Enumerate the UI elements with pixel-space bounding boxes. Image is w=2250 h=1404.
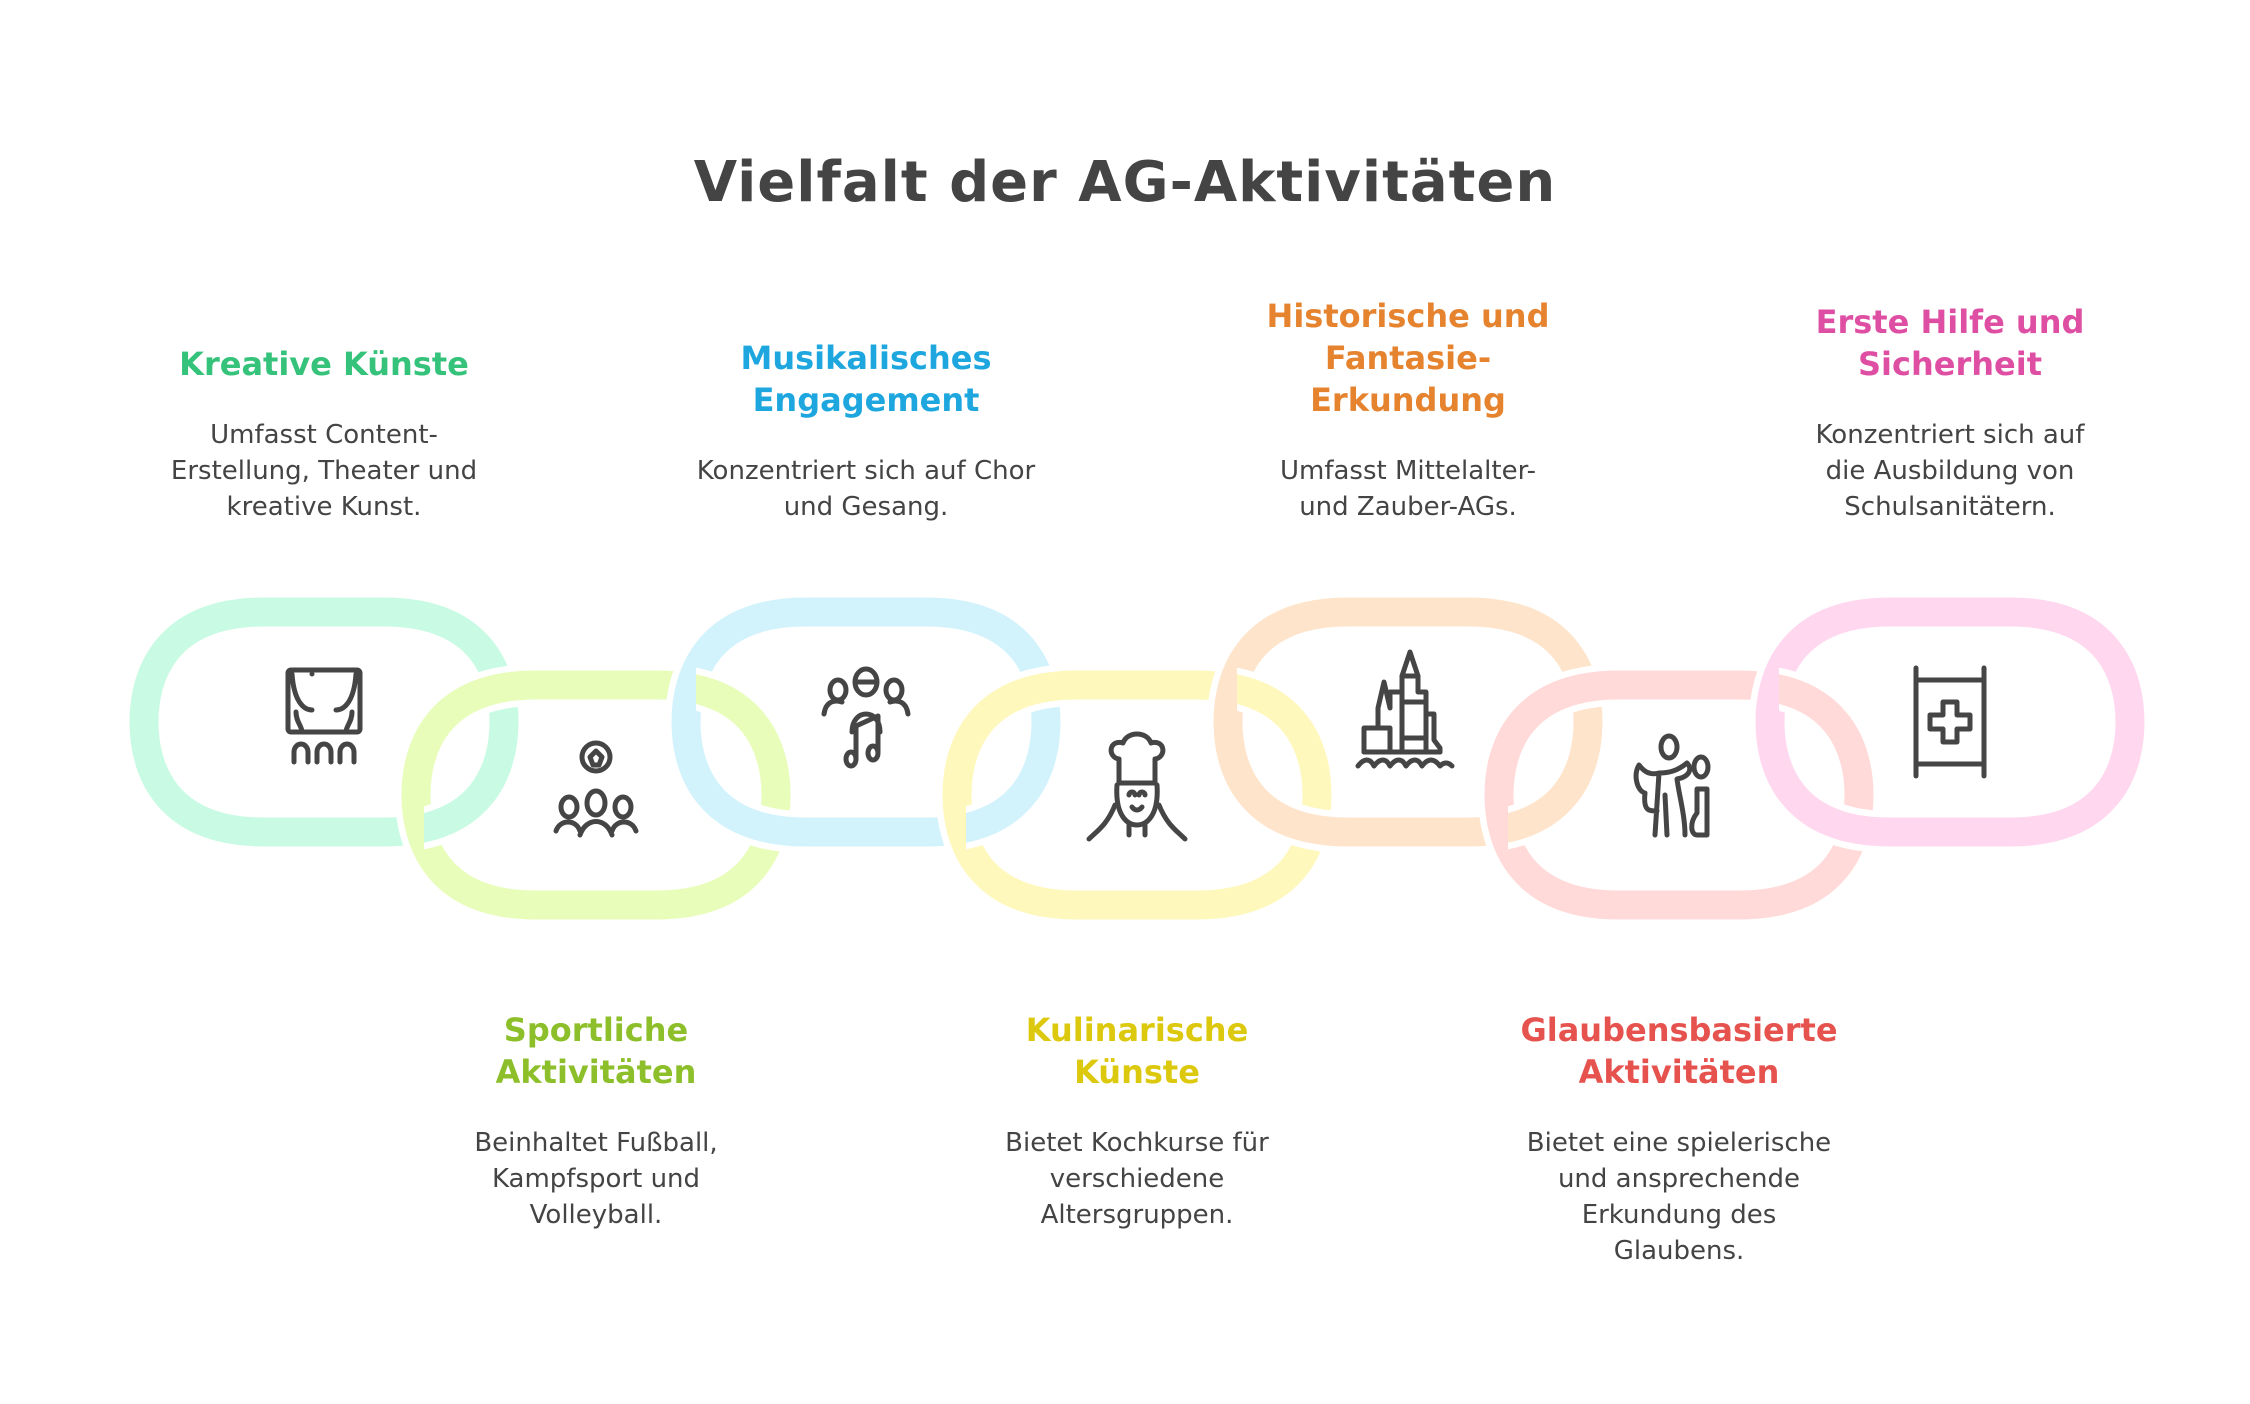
- activity-description-line: Beinhaltet Fußball,: [474, 1128, 718, 1158]
- activity-description-line: Bietet Kochkurse für: [1005, 1128, 1269, 1158]
- castle-icon: [1355, 649, 1455, 769]
- activity-6: Glaubensbasierte Aktivitäten Bietet eine s…: [1469, 1009, 1889, 1269]
- activity-description-line: Umfasst Mittelalter-: [1279, 456, 1536, 486]
- activity-title: Erste Hilfe und Sicherheit: [1816, 301, 2085, 385]
- activity-title-line: Künste: [1074, 1053, 1200, 1091]
- activity-title-line: Fantasie-: [1324, 339, 1492, 377]
- activity-title-line: Kreative Künste: [179, 345, 469, 383]
- chain-ring: [1484, 670, 1874, 920]
- activity-title: Glaubensbasierte Aktivitäten: [1520, 1009, 1837, 1093]
- activity-description-line: Erkundung des: [1581, 1200, 1777, 1230]
- activity-title: Kulinarische Künste: [1026, 1009, 1249, 1093]
- activity-description-line: Konzentriert sich auf: [1815, 420, 2085, 450]
- activity-description-line: kreative Kunst.: [226, 492, 422, 522]
- activity-description-line: Altersgruppen.: [1040, 1200, 1234, 1230]
- chain-ring: [942, 670, 1332, 920]
- first-aid-stretcher-icon: [1913, 665, 1987, 779]
- activity-description: Konzentriert sich auf die Ausbildung von S…: [1816, 417, 2085, 525]
- activity-title: Musikalisches Engagement: [741, 337, 992, 421]
- activity-title-line: Sportliche: [503, 1011, 689, 1049]
- activity-description-line: und Zauber-AGs.: [1299, 492, 1517, 522]
- activity-description-line: Konzentriert sich auf Chor: [696, 456, 1036, 486]
- chain-ring: [1755, 597, 2145, 847]
- activity-title-line: Erkundung: [1310, 381, 1506, 419]
- activity-title-line: Historische und: [1266, 297, 1550, 335]
- activity-description-line: Volleyball.: [529, 1200, 663, 1230]
- activity-description-line: und Gesang.: [783, 492, 949, 522]
- chef-icon: [1086, 731, 1188, 842]
- activity-description: Beinhaltet Fußball, Kampfsport und Volleyb…: [474, 1125, 717, 1233]
- activity-description-line: Schulsanitätern.: [1844, 492, 2056, 522]
- activity-7: Erste Hilfe und Sicherheit Konzentriert si…: [1740, 301, 2160, 525]
- activity-title-line: Kulinarische: [1025, 1011, 1249, 1049]
- activity-description: Konzentriert sich auf Chor und Gesang.: [697, 453, 1035, 525]
- activity-description-line: Kampfsport und: [491, 1164, 701, 1194]
- activity-description-line: verschiedene: [1049, 1164, 1225, 1194]
- activity-title-line: Erste Hilfe und: [1815, 303, 2085, 341]
- soccer-team-icon: [553, 740, 639, 838]
- activity-description-line: und ansprechende: [1557, 1164, 1801, 1194]
- activity-description: Bietet eine spielerische und ansprechende…: [1527, 1125, 1831, 1269]
- activity-title-line: Glaubensbasierte: [1520, 1011, 1838, 1049]
- activity-title-line: Musikalisches: [740, 339, 992, 377]
- activity-title-line: Aktivitäten: [495, 1053, 697, 1091]
- activity-title: Kreative Künste: [179, 343, 469, 385]
- activity-description-line: die Ausbildung von: [1825, 456, 2075, 486]
- angel-child-icon: [1633, 733, 1711, 838]
- activity-title-line: Engagement: [752, 381, 980, 419]
- activity-description: Umfasst Mittelalter-und Zauber-AGs.: [1280, 453, 1536, 525]
- activity-4: Kulinarische Künste Bietet Kochkurse für ve…: [927, 1009, 1347, 1233]
- activity-title: Historische und Fantasie- Erkundung: [1267, 295, 1550, 421]
- activity-5: Historische und Fantasie- Erkundung Umfasst…: [1198, 295, 1618, 525]
- activity-title-line: Sicherheit: [1858, 345, 2042, 383]
- diagram-title: Vielfalt der AG-Aktivitäten: [693, 150, 1557, 215]
- activity-description: Bietet Kochkurse für verschiedene Altersgr…: [1005, 1125, 1269, 1233]
- activity-2: Sportliche Aktivitäten Beinhaltet Fußball,…: [386, 1009, 806, 1233]
- activity-description-line: Umfasst Content-: [210, 420, 438, 450]
- activity-title-line: Aktivitäten: [1578, 1053, 1780, 1091]
- activity-description-line: Glaubens.: [1613, 1236, 1745, 1266]
- activity-title: Sportliche Aktivitäten: [496, 1009, 697, 1093]
- activity-description: Umfasst Content- Erstellung, Theater und k…: [171, 417, 477, 525]
- activity-description-line: Bietet eine spielerische: [1526, 1128, 1832, 1158]
- activity-1: Kreative Künste Umfasst Content- Erstellun…: [114, 343, 534, 525]
- activity-3: Musikalisches Engagement Konzentriert sich…: [656, 337, 1076, 525]
- choir-music-note-icon: [821, 666, 911, 769]
- theater-stage-icon: [285, 667, 363, 765]
- chain-ring: [401, 670, 791, 920]
- activity-description-line: Erstellung, Theater und: [170, 456, 478, 486]
